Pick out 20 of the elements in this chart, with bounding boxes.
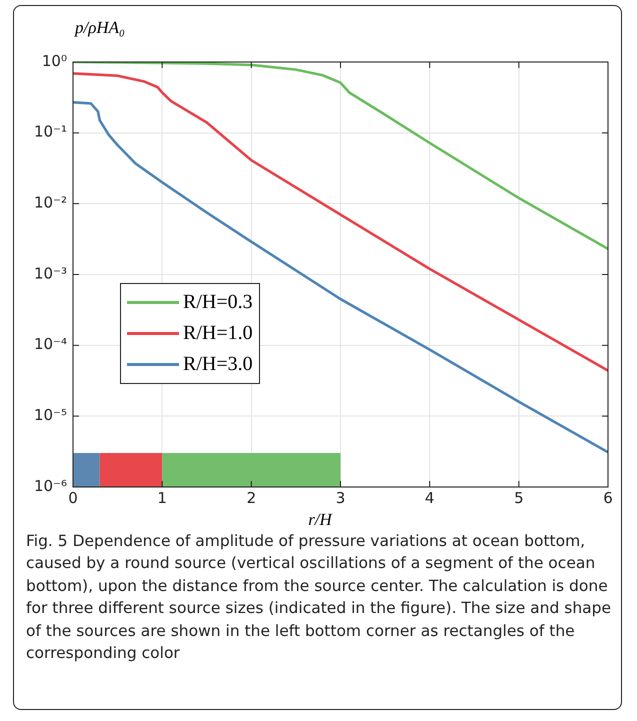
- x-tick-label: 1: [157, 488, 167, 507]
- y-tick-label: 10⁻⁴: [34, 335, 67, 354]
- x-tick-label: 3: [336, 488, 346, 507]
- x-axis-title: r/H: [307, 510, 334, 530]
- legend-label: R/H=3.0: [183, 353, 253, 376]
- x-tick-label: 5: [514, 488, 524, 507]
- y-tick-label: 10⁻⁵: [34, 406, 67, 424]
- legend-label: R/H=1.0: [183, 322, 253, 345]
- y-tick-label: 10⁰: [42, 52, 67, 70]
- y-tick-label: 10⁻⁶: [34, 476, 67, 495]
- x-tick-label: 0: [68, 488, 78, 507]
- y-tick-label: 10⁻²: [34, 194, 67, 212]
- y-tick-label: 10⁻³: [34, 264, 67, 282]
- x-tick-label: 6: [603, 488, 613, 507]
- caption: Fig. 5 Dependence of amplitude of pressure variations at ocean bottom, caused by a round source (vertical oscillations of a segment of the ocean bottom), upon the distance from the source center. The calculation is done for three different source sizes (indicated in the figure). The size and shape of the sources are shown in the left bottom corner as rectangles of the corresponding color: [26, 531, 612, 664]
- legend-label: R/H=0.3: [183, 291, 253, 314]
- x-tick-label: 4: [424, 488, 434, 507]
- x-tick-label: 2: [246, 488, 256, 507]
- y-tick-label: 10⁻¹: [34, 122, 67, 141]
- y-axis-title: p/ρHA₀: [75, 18, 125, 38]
